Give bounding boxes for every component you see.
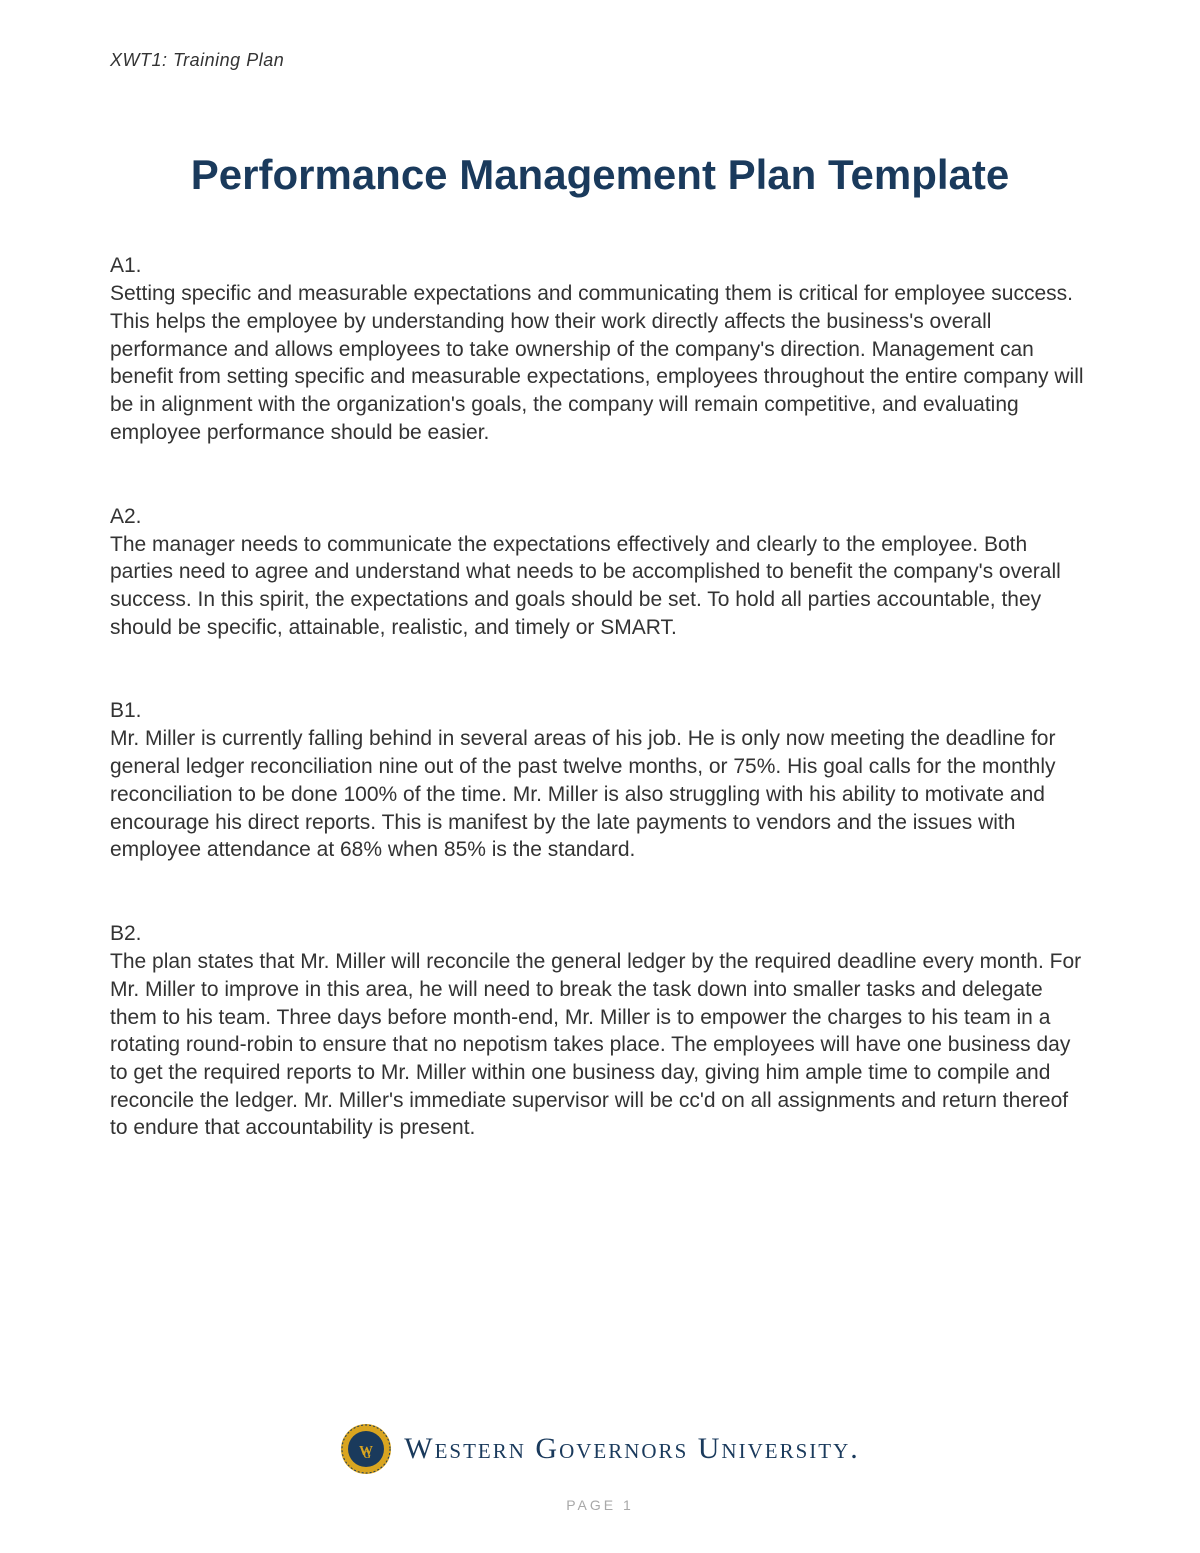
section-label: A1. [110, 254, 1090, 278]
section-label: B2. [110, 922, 1090, 946]
section-b2: B2. The plan states that Mr. Miller will… [110, 922, 1090, 1142]
university-name: Western Governors University. [404, 1432, 860, 1466]
section-body: The manager needs to communicate the exp… [110, 531, 1090, 642]
section-body: The plan states that Mr. Miller will rec… [110, 948, 1090, 1142]
page-number: PAGE 1 [0, 1497, 1200, 1513]
section-b1: B1. Mr. Miller is currently falling behi… [110, 699, 1090, 864]
svg-text:G: G [363, 1450, 371, 1461]
section-label: A2. [110, 505, 1090, 529]
page-footer: W G Western Governors University. PAGE 1 [0, 1423, 1200, 1513]
seal-icon: W G [340, 1423, 392, 1475]
university-logo: W G Western Governors University. [0, 1423, 1200, 1475]
section-a1: A1. Setting specific and measurable expe… [110, 254, 1090, 446]
document-header: XWT1: Training Plan [110, 50, 1090, 71]
section-label: B1. [110, 699, 1090, 723]
page-title: Performance Management Plan Template [110, 151, 1090, 199]
section-a2: A2. The manager needs to communicate the… [110, 505, 1090, 642]
section-body: Mr. Miller is currently falling behind i… [110, 725, 1090, 864]
section-body: Setting specific and measurable expectat… [110, 280, 1090, 446]
